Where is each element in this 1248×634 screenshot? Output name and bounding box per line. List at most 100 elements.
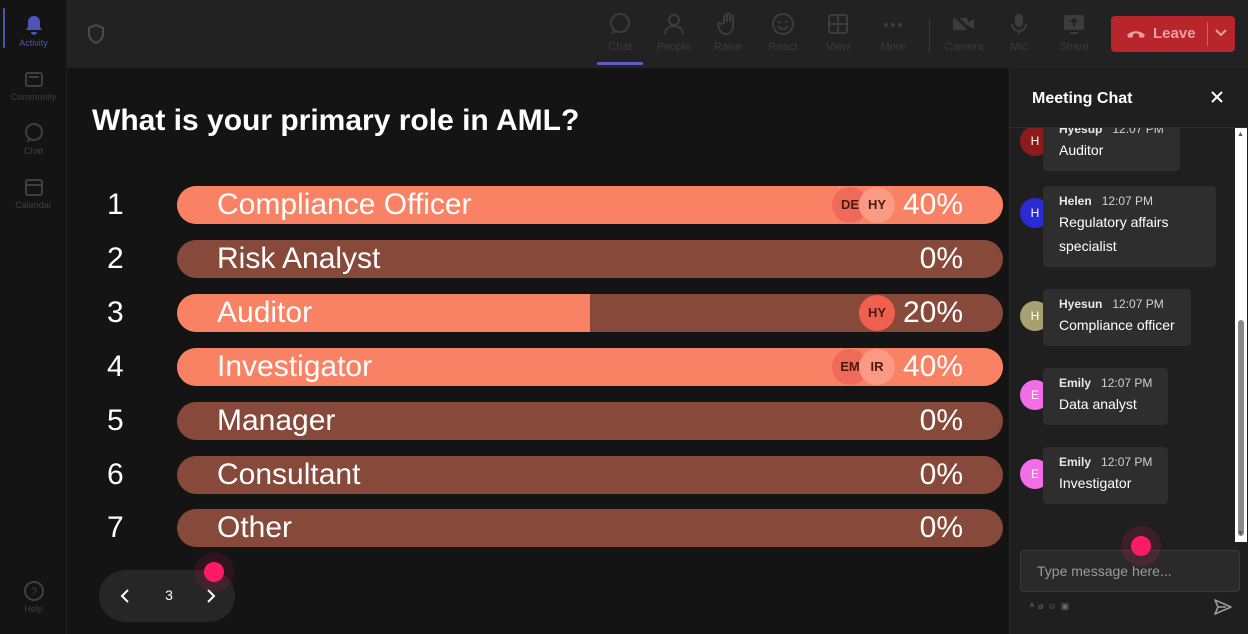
app-rail: Activity Community Chat Calendar ? Help [0, 0, 67, 634]
toolbar-mic-button[interactable]: Mic [996, 10, 1042, 60]
message-time: 12:07 PM [1112, 128, 1164, 136]
poll-option-number: 4 [107, 350, 124, 383]
toolbar-react-button[interactable]: React [760, 10, 806, 60]
poll-option-number: 3 [107, 296, 124, 329]
poll-stage: What is your primary role in AML? 1 Compl… [67, 68, 1009, 634]
toolbar-chat-label: Chat [608, 41, 632, 53]
poll-option-row: 7 Other 0% [67, 509, 1009, 547]
poll-option-percent: 0% [919, 458, 963, 491]
voter-avatar: HY [859, 295, 895, 331]
leave-button[interactable]: Leave [1111, 16, 1235, 52]
rail-item-help[interactable]: ? Help [0, 574, 67, 622]
camera-off-icon [952, 13, 975, 35]
toolbar-view-label: View [826, 41, 850, 53]
chat-icon [24, 123, 43, 142]
poll-option-label: Consultant [217, 458, 361, 491]
toolbar-more-label: More [880, 41, 906, 53]
rail-item-chat[interactable]: Chat [0, 116, 67, 164]
smiley-icon [772, 13, 794, 35]
emoji-icon[interactable]: ☺ [1047, 601, 1061, 611]
toolbar-raise-button[interactable]: Raise [705, 10, 751, 60]
chat-icon [610, 13, 630, 34]
calendar-icon [24, 179, 43, 196]
poll-option-bar: Consultant 0% [177, 456, 1003, 494]
poll-option-row: 4 Investigator EM IR 40% [67, 348, 1009, 386]
toolbar-view-button[interactable]: View [815, 10, 861, 60]
attach-icon[interactable]: ⌀ [1038, 601, 1048, 611]
rail-item-activity[interactable]: Activity [0, 8, 67, 56]
chat-message-list: H Hyesup 12:07 PM Auditor H Helen 12:07 PM… [1010, 128, 1235, 542]
bell-icon [25, 16, 42, 35]
sender-name: Emily [1059, 376, 1092, 390]
toolbar-divider [929, 18, 930, 52]
poll-option-bar: Manager 0% [177, 402, 1003, 440]
voter-avatar: HY [859, 187, 895, 223]
send-icon[interactable] [1213, 598, 1233, 616]
poll-option-percent: 20% [902, 296, 963, 329]
rail-item-calendar[interactable]: Calendar [0, 170, 67, 218]
scroll-up-arrow-icon[interactable]: ▲ [1237, 131, 1244, 138]
gif-icon[interactable]: ▣ [1060, 601, 1074, 611]
scroll-down-arrow-icon[interactable]: ▼ [1237, 530, 1244, 537]
voter-avatar: IR [859, 349, 895, 385]
message-text: Regulatory affairs specialist [1059, 214, 1169, 254]
raise-hand-icon [716, 12, 734, 36]
message-time: 12:07 PM [1112, 297, 1164, 311]
chevron-right-icon[interactable] [203, 588, 219, 604]
rail-label-chat: Chat [23, 146, 43, 156]
poll-option-number: 7 [107, 511, 124, 544]
chat-message-input[interactable] [1020, 550, 1240, 592]
poll-option-row: 5 Manager 0% [67, 402, 1009, 440]
message-bubble: Hyesun 12:07 PM Compliance officer [1043, 289, 1191, 346]
cursor-indicator [204, 562, 224, 582]
format-icon[interactable]: ᴬ [1030, 601, 1039, 611]
microphone-icon [1011, 14, 1027, 34]
rail-label-activity: Activity [19, 38, 48, 48]
toolbar-raise-label: Raise [713, 41, 743, 53]
message-bubble: Hyesup 12:07 PM Auditor [1043, 128, 1180, 171]
poll-option-number: 2 [107, 242, 124, 275]
poll-option-bar: Compliance Officer DE HY 40% [177, 186, 1003, 224]
poll-option-row: 6 Consultant 0% [67, 456, 1009, 494]
chevron-down-icon[interactable] [1214, 28, 1228, 38]
toolbar-chat-button[interactable]: Chat [597, 10, 643, 60]
poll-option-row: 1 Compliance Officer DE HY 40% [67, 186, 1009, 224]
poll-option-label: Manager [217, 404, 336, 437]
shield-icon[interactable] [87, 24, 105, 44]
sender-name: Helen [1059, 194, 1092, 208]
toolbar-share-button[interactable]: Share [1051, 10, 1097, 60]
poll-option-label: Auditor [217, 296, 313, 329]
leave-button-divider [1207, 22, 1208, 46]
toolbar-camera-button[interactable]: Camera [941, 10, 987, 60]
rail-label-help: Help [24, 604, 43, 614]
poll-option-percent: 0% [919, 242, 963, 275]
toolbar-chat-active-indicator [597, 62, 643, 65]
leave-label: Leave [1153, 25, 1196, 42]
chat-format-tools[interactable]: ᴬ⌀☺▣ [1030, 601, 1073, 612]
chat-title: Meeting Chat [1032, 90, 1133, 107]
close-icon[interactable] [1210, 90, 1224, 104]
message-text: Compliance officer [1059, 317, 1175, 333]
poll-option-row: 2 Risk Analyst 0% [67, 240, 1009, 278]
rail-active-indicator [3, 8, 5, 48]
page-number: 3 [165, 587, 173, 603]
poll-option-fill [177, 294, 590, 332]
message-bubble: Emily 12:07 PM Data analyst [1043, 368, 1169, 425]
sender-name: Hyesup [1059, 128, 1103, 136]
chat-scrollbar-thumb[interactable] [1238, 320, 1244, 536]
toolbar-more-button[interactable]: More [870, 10, 916, 60]
sender-name: Emily [1059, 455, 1092, 469]
poll-option-label: Investigator [217, 350, 373, 383]
sender-name: Hyesun [1059, 297, 1103, 311]
message-text: Auditor [1059, 142, 1104, 158]
meeting-toolbar: Chat People Raise React View More Camera… [67, 0, 1248, 68]
poll-option-label: Compliance Officer [217, 188, 472, 221]
message-bubble: Emily 12:07 PM Investigator [1043, 447, 1169, 504]
rail-item-community[interactable]: Community [0, 62, 67, 110]
poll-option-label: Risk Analyst [217, 242, 381, 275]
chevron-left-icon[interactable] [117, 588, 133, 604]
poll-option-number: 5 [107, 404, 124, 437]
toolbar-people-button[interactable]: People [651, 10, 697, 60]
poll-option-number: 6 [107, 458, 124, 491]
toolbar-react-label: React [768, 41, 798, 53]
